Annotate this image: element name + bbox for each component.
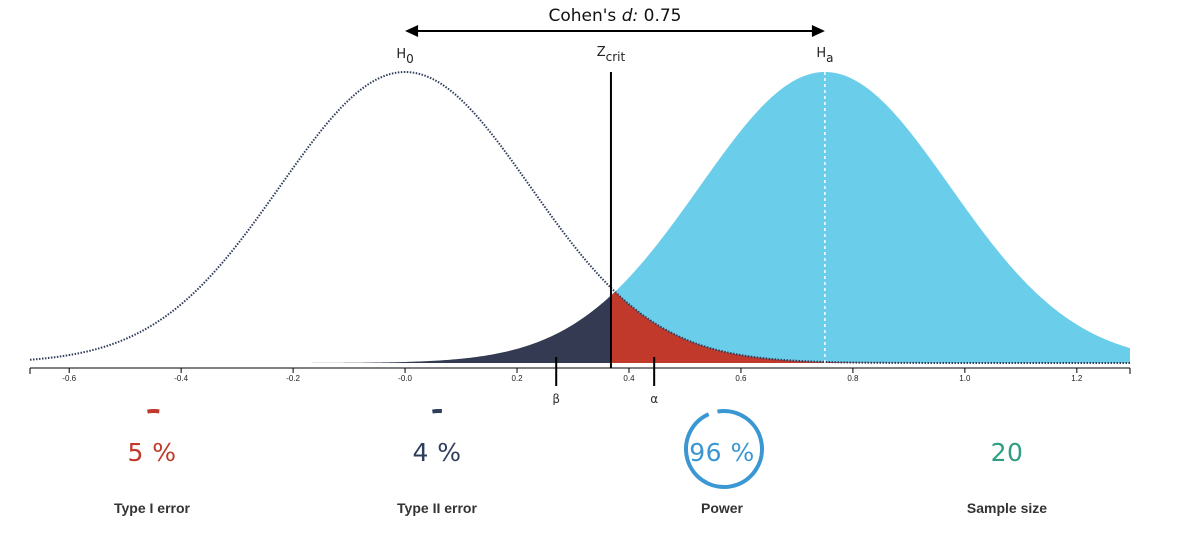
type2-error-value: 4 %: [412, 438, 462, 467]
stats-panel: 5 % Type I error 4 % Type II error 96 % …: [0, 405, 1193, 535]
x-axis-tick-label: -0.2: [286, 374, 300, 383]
x-axis-tick-label: -0.0: [398, 374, 412, 383]
stat-ring-arc: [399, 409, 479, 489]
null-hypothesis-label: H0: [396, 47, 413, 66]
x-axis-tick-label: 1.2: [1071, 374, 1083, 383]
sample-size-stat: 20 Sample size: [907, 405, 1107, 530]
stat-ring-arc: [684, 409, 764, 489]
x-axis-tick-label: 0.4: [623, 374, 635, 383]
alpha-region: [610, 291, 1130, 363]
sample-size-value: 20: [990, 438, 1024, 467]
power-value: 96 %: [689, 438, 755, 467]
z-crit-label: Zcrit: [597, 45, 626, 64]
x-axis-tick-label: -0.4: [174, 374, 188, 383]
null-distribution-curve: [29, 71, 1130, 364]
type1-error-value: 5 %: [127, 438, 177, 467]
x-axis-tick-label: 1.0: [959, 374, 971, 383]
stat-ring-arc: [114, 409, 194, 489]
chart-title: Cohen's d: 0.75: [548, 6, 681, 26]
type1-error-label: Type I error: [114, 500, 190, 516]
type1-error-ring: [114, 409, 194, 489]
alternative-distribution-area: [610, 72, 1130, 363]
sample-size-label: Sample size: [966, 500, 1048, 516]
x-axis-tick-label: 0.2: [511, 374, 523, 383]
power-stat: 96 % Power: [622, 405, 822, 530]
type2-error-ring: [399, 409, 479, 489]
power-analysis-chart: -0.6 -0.4 -0.2 -0.0 0.2 0.4 0.6 0.8 1.0 1.2 β α H0 Zc…: [29, 6, 1131, 405]
type2-error-stat: 4 % Type II error: [337, 405, 537, 530]
x-axis-tick-label: 0.8: [847, 374, 859, 383]
effect-size-arrow-left-head: [405, 25, 419, 37]
x-axis-tick-label: 0.6: [735, 374, 747, 383]
beta-region: [30, 295, 611, 363]
x-axis-tick-label: -0.6: [62, 374, 76, 383]
alpha-marker-label: α: [650, 392, 658, 405]
effect-size-arrow-right-head: [811, 25, 825, 37]
power-ring: [684, 409, 764, 489]
alternative-hypothesis-label: Ha: [816, 46, 833, 65]
type1-error-stat: 5 % Type I error: [52, 405, 252, 530]
beta-marker-label: β: [552, 392, 560, 405]
power-label: Power: [700, 500, 743, 516]
type2-error-label: Type II error: [397, 500, 477, 516]
